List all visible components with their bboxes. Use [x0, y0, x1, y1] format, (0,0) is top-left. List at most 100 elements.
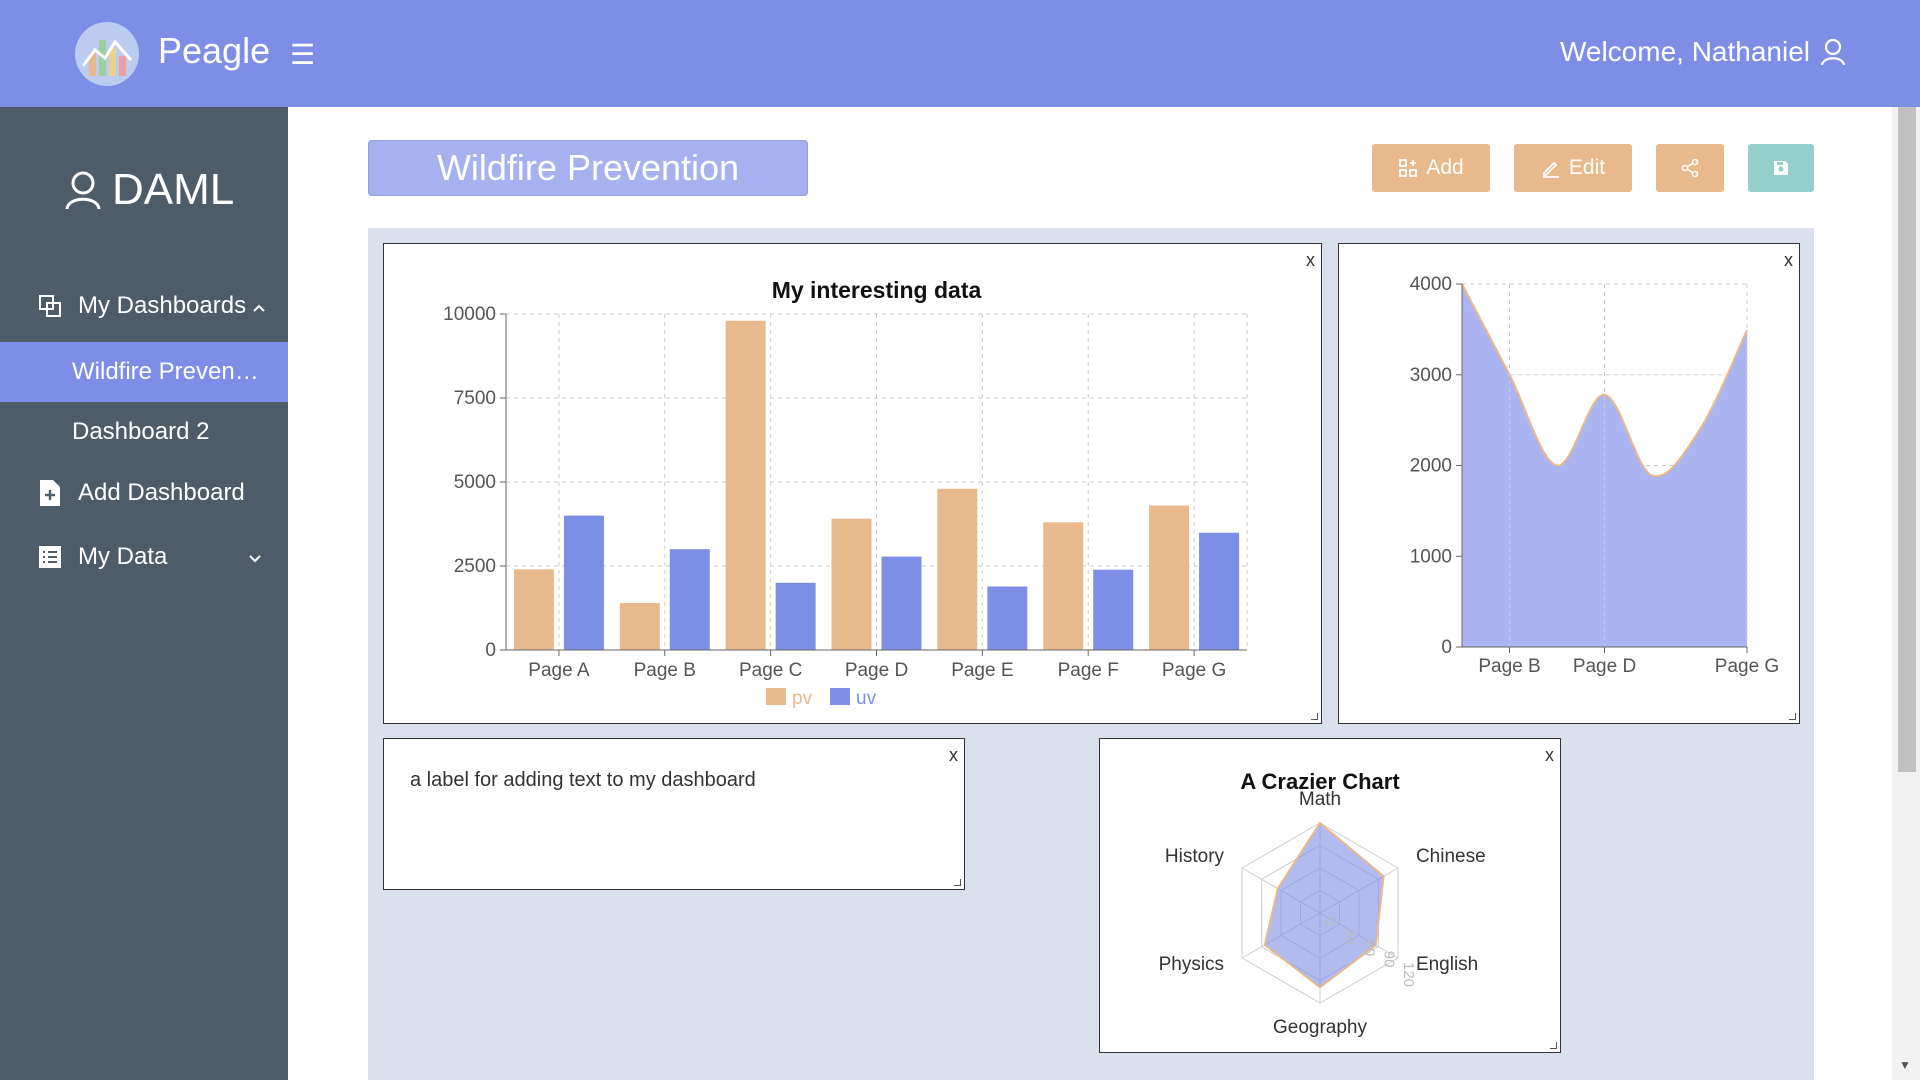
resize-handle[interactable]	[954, 879, 961, 886]
bar-uv	[881, 556, 922, 650]
y-tick-label: 1000	[1410, 546, 1452, 567]
edit-button-label: Edit	[1568, 156, 1606, 179]
chart-title: My interesting data	[772, 277, 982, 303]
legend-label: pv	[792, 688, 813, 709]
sidebar-item-label: My Data	[78, 543, 168, 570]
user-welcome[interactable]: Welcome, Nathaniel	[1560, 36, 1846, 68]
bar-uv	[1093, 569, 1134, 650]
x-tick-label: Page D	[845, 660, 908, 681]
radar-axis-label: Chinese	[1416, 846, 1486, 867]
sidebar-item-label: Add Dashboard	[78, 479, 245, 506]
bar-pv	[831, 518, 872, 650]
x-tick-label: Page E	[951, 660, 1013, 681]
sidebar-item-label: Wildfire Preven…	[72, 358, 259, 385]
chart-title: A Crazier Chart	[1240, 769, 1400, 794]
file-add-icon	[36, 479, 64, 507]
y-tick-label: 3000	[1410, 365, 1452, 386]
brand-name: Peagle	[158, 30, 271, 71]
close-card-button[interactable]: x	[949, 745, 958, 765]
x-tick-label: Page C	[739, 660, 802, 681]
radar-tick-label: 30	[1341, 928, 1358, 945]
radar-axis-label: Physics	[1159, 954, 1224, 975]
user-icon	[65, 171, 101, 210]
chevron-down-icon	[248, 543, 262, 571]
y-tick-label: 5000	[454, 472, 496, 493]
legend-swatch	[766, 688, 786, 705]
x-tick-label: Page G	[1715, 656, 1779, 677]
dashboards-icon	[36, 294, 64, 318]
edit-button[interactable]: Edit	[1514, 144, 1632, 192]
y-tick-label: 4000	[1410, 274, 1452, 295]
add-button-label: Add	[1426, 156, 1464, 179]
area-chart: 0 1000 2000 3000 4000 Page B Page D Page G	[1410, 274, 1780, 677]
legend-swatch	[830, 688, 850, 705]
x-tick-label: Page B	[1478, 656, 1540, 677]
bar-chart-card[interactable]: x My interesting data 0 2500 5000 7500 10000 P…	[383, 243, 1322, 724]
user-icon	[1820, 38, 1846, 66]
bar-pv	[1043, 522, 1084, 650]
y-tick-label: 2500	[454, 556, 496, 577]
resize-handle[interactable]	[1311, 713, 1318, 720]
legend-label: uv	[856, 688, 877, 709]
radar-area	[1263, 821, 1385, 989]
radar-axis-label: English	[1416, 954, 1478, 975]
sidebar-item-my-data[interactable]: My Data	[0, 527, 288, 587]
label-text: a label for adding text to my dashboard	[410, 769, 756, 791]
radar-axis-label: Math	[1299, 789, 1341, 810]
radar-tick-label: 120	[1400, 962, 1417, 987]
radar-chart-card[interactable]: x A Crazier Chart Math Chinese English Geogr…	[1099, 738, 1561, 1053]
save-icon	[1774, 161, 1788, 175]
resize-handle[interactable]	[1789, 713, 1796, 720]
bar-uv	[563, 515, 604, 650]
bar-pv	[725, 320, 766, 650]
welcome-text: Welcome, Nathaniel	[1559, 36, 1810, 67]
bar-pv	[619, 603, 660, 650]
x-tick-label: Page B	[634, 660, 696, 681]
x-tick-label: Page D	[1573, 656, 1636, 677]
save-button[interactable]	[1748, 144, 1814, 192]
bar-pv	[937, 488, 978, 650]
radar-axis-label: History	[1165, 846, 1225, 867]
bar-uv	[987, 586, 1028, 650]
x-tick-label: Page F	[1058, 660, 1119, 681]
sidebar-item-label: Dashboard 2	[72, 418, 210, 445]
list-icon	[36, 545, 64, 569]
bar-uv	[669, 549, 710, 650]
sidebar-item-wildfire-prevention[interactable]: Wildfire Preven…	[0, 342, 288, 402]
resize-handle[interactable]	[1550, 1042, 1557, 1049]
area-fill	[1462, 284, 1747, 647]
sidebar-item-label: My Dashboards	[78, 292, 247, 319]
sidebar-title-text: DAML	[112, 165, 235, 214]
menu-icon[interactable]: ☰	[290, 39, 316, 70]
y-tick-label: 7500	[454, 388, 496, 409]
close-card-button[interactable]: x	[1784, 250, 1793, 270]
area-chart-card[interactable]: x 0 1000 2000 3000 4000 Page B Page D Page G	[1338, 243, 1800, 724]
y-tick-label: 0	[485, 640, 496, 661]
close-card-button[interactable]: x	[1306, 250, 1315, 270]
sidebar-item-my-dashboards[interactable]: My Dashboards	[0, 276, 288, 336]
top-bar: Peagle ☰ Welcome, Nathaniel	[0, 0, 1920, 107]
close-card-button[interactable]: x	[1545, 745, 1554, 765]
radar-tick-label: 90	[1380, 951, 1397, 968]
share-button[interactable]	[1656, 144, 1724, 192]
radar-tick-label: 60	[1361, 940, 1378, 957]
x-tick-label: Page G	[1162, 660, 1226, 681]
bar-uv	[1199, 532, 1240, 650]
scrollbar-thumb[interactable]	[1898, 107, 1916, 772]
share-icon	[1681, 158, 1699, 178]
bar-uv	[775, 582, 816, 650]
chevron-up-icon	[252, 292, 266, 320]
bar-pv	[1149, 505, 1190, 650]
dashboard-title[interactable]: Wildfire Prevention	[368, 140, 808, 196]
pencil-icon	[1542, 161, 1559, 178]
radar-axis-label: Geography	[1273, 1017, 1368, 1038]
x-tick-label: Page A	[528, 660, 590, 681]
add-button[interactable]: Add	[1372, 144, 1490, 192]
add-widget-icon	[1399, 159, 1418, 177]
sidebar-item-dashboard-2[interactable]: Dashboard 2	[0, 402, 288, 462]
scroll-down-icon[interactable]: ▼	[1899, 1058, 1911, 1072]
y-tick-label: 2000	[1410, 456, 1452, 477]
sidebar-item-add-dashboard[interactable]: Add Dashboard	[0, 463, 288, 523]
label-card[interactable]: x a label for adding text to my dashboar…	[383, 738, 965, 890]
